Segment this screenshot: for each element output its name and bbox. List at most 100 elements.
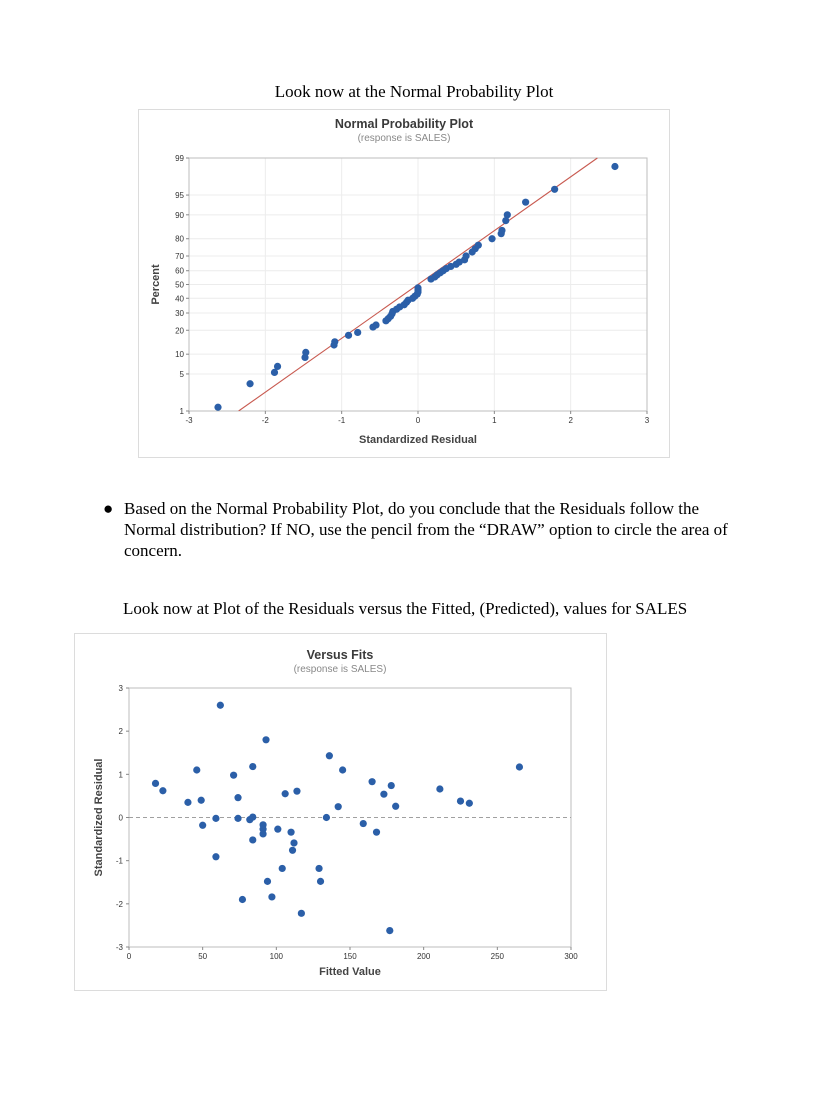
vf-x-axis-label: Fitted Value — [319, 966, 381, 978]
npp-point — [414, 284, 422, 292]
npp-y-tick-label: 1 — [180, 407, 185, 416]
vf-point — [199, 821, 207, 829]
bullet-dot: ● — [103, 499, 114, 518]
vf-point — [436, 785, 444, 793]
vf-point — [249, 836, 257, 844]
vf-point — [193, 766, 201, 774]
vf-point — [184, 798, 192, 806]
versus-fits-heading: Look now at Plot of the Residuals versus… — [123, 599, 688, 618]
vf-point — [288, 846, 297, 854]
npp-point — [214, 403, 222, 411]
vf-point — [322, 813, 331, 822]
npp-y-tick-label: 90 — [175, 211, 184, 220]
vf-x-tick-label: 100 — [270, 952, 284, 961]
npp-y-tick-label: 20 — [175, 326, 184, 335]
npp-point — [498, 226, 506, 235]
vf-point — [274, 825, 282, 833]
vf-point — [249, 762, 257, 771]
vf-point — [372, 828, 381, 836]
npp-point — [502, 217, 510, 225]
versus-fits-plot-svg: Versus Fits (response is SALES) 0 50 100 150 2… — [93, 648, 578, 978]
vf-y-tick-label: 2 — [119, 727, 124, 736]
npp-point — [344, 331, 353, 339]
vf-point — [456, 797, 465, 805]
npp-y-tick-label: 99 — [175, 154, 184, 163]
vf-point — [268, 893, 276, 901]
vf-x-tick-label: 0 — [127, 952, 132, 961]
vf-point — [234, 814, 242, 822]
vf-x-tick-label: 150 — [343, 952, 357, 961]
npp-point — [354, 328, 362, 337]
versus-fits-plot: Versus Fits (response is SALES) 0 50 100 150 2… — [74, 633, 607, 991]
vf-point — [359, 819, 367, 828]
npp-y-tick-label: 80 — [175, 235, 184, 244]
vf-point — [238, 895, 247, 904]
question-text: Based on the Normal Probability Plot, do… — [124, 499, 728, 560]
npp-x-tick-label: -3 — [185, 416, 193, 425]
vf-point — [380, 790, 388, 798]
vf-point — [159, 787, 167, 795]
npp-y-tick-label: 5 — [180, 370, 185, 379]
npp-point — [246, 380, 254, 388]
npp-y-axis-label: Percent — [150, 264, 162, 305]
vf-y-tick-label: -2 — [116, 900, 124, 909]
npp-heading: Look now at the Normal Probability Plot — [274, 82, 554, 101]
npp-y-tick-label: 70 — [175, 252, 184, 261]
npp-y-tick-label: 10 — [175, 350, 184, 359]
npp-point — [462, 252, 470, 260]
npp-point — [522, 198, 530, 206]
vf-point — [212, 814, 220, 822]
npp-point — [273, 362, 282, 371]
npp-point — [270, 368, 279, 376]
vf-point — [281, 790, 289, 798]
npp-point — [488, 235, 496, 243]
npp-title: Normal Probability Plot — [335, 117, 474, 131]
normal-probability-plot-svg: Normal Probability Plot (response is SALE… — [150, 117, 650, 446]
vf-point — [151, 779, 160, 787]
npp-point — [474, 241, 482, 249]
npp-x-tick-label: 1 — [492, 416, 497, 425]
vf-point — [515, 763, 524, 771]
normal-probability-plot: Normal Probability Plot (response is SALE… — [138, 109, 670, 458]
npp-point — [372, 321, 380, 329]
npp-subtitle: (response is SALES) — [358, 133, 451, 144]
vf-point — [325, 752, 333, 760]
vf-point — [316, 877, 325, 885]
vf-point — [278, 864, 286, 873]
vf-title: Versus Fits — [307, 648, 374, 662]
vf-x-tick-label: 300 — [564, 952, 578, 961]
vf-point — [234, 794, 242, 802]
vf-x-tick-label: 250 — [491, 952, 505, 961]
vf-point — [293, 787, 301, 795]
npp-y-tick-label: 50 — [175, 281, 184, 290]
vf-point — [315, 864, 323, 873]
vf-point — [249, 813, 257, 821]
vf-y-tick-label: 1 — [119, 770, 124, 779]
npp-point — [503, 211, 511, 219]
vf-point — [392, 802, 400, 810]
npp-x-tick-label: 2 — [568, 416, 573, 425]
vf-point — [230, 771, 238, 779]
npp-point — [302, 348, 310, 356]
npp-x-tick-label: 0 — [416, 416, 421, 425]
npp-x-tick-label: -2 — [262, 416, 270, 425]
vf-point — [386, 926, 394, 935]
vf-point — [297, 909, 305, 917]
vf-point — [339, 766, 347, 774]
vf-y-axis-label: Standardized Residual — [93, 759, 105, 877]
vf-subtitle: (response is SALES) — [294, 664, 387, 675]
npp-y-tick-label: 30 — [175, 309, 184, 318]
vf-point — [197, 796, 205, 804]
vf-point — [465, 799, 473, 807]
vf-y-tick-label: -3 — [116, 943, 124, 952]
vf-point — [387, 781, 395, 790]
vf-point — [290, 839, 298, 847]
npp-x-tick-label: -1 — [338, 416, 346, 425]
vf-point — [334, 803, 342, 811]
vf-point — [262, 736, 270, 744]
vf-y-tick-label: 3 — [119, 684, 124, 693]
vf-x-tick-label: 50 — [198, 952, 207, 961]
npp-x-tick-label: 3 — [645, 416, 650, 425]
vf-point — [263, 877, 272, 885]
vf-y-tick-label: 0 — [119, 814, 124, 823]
